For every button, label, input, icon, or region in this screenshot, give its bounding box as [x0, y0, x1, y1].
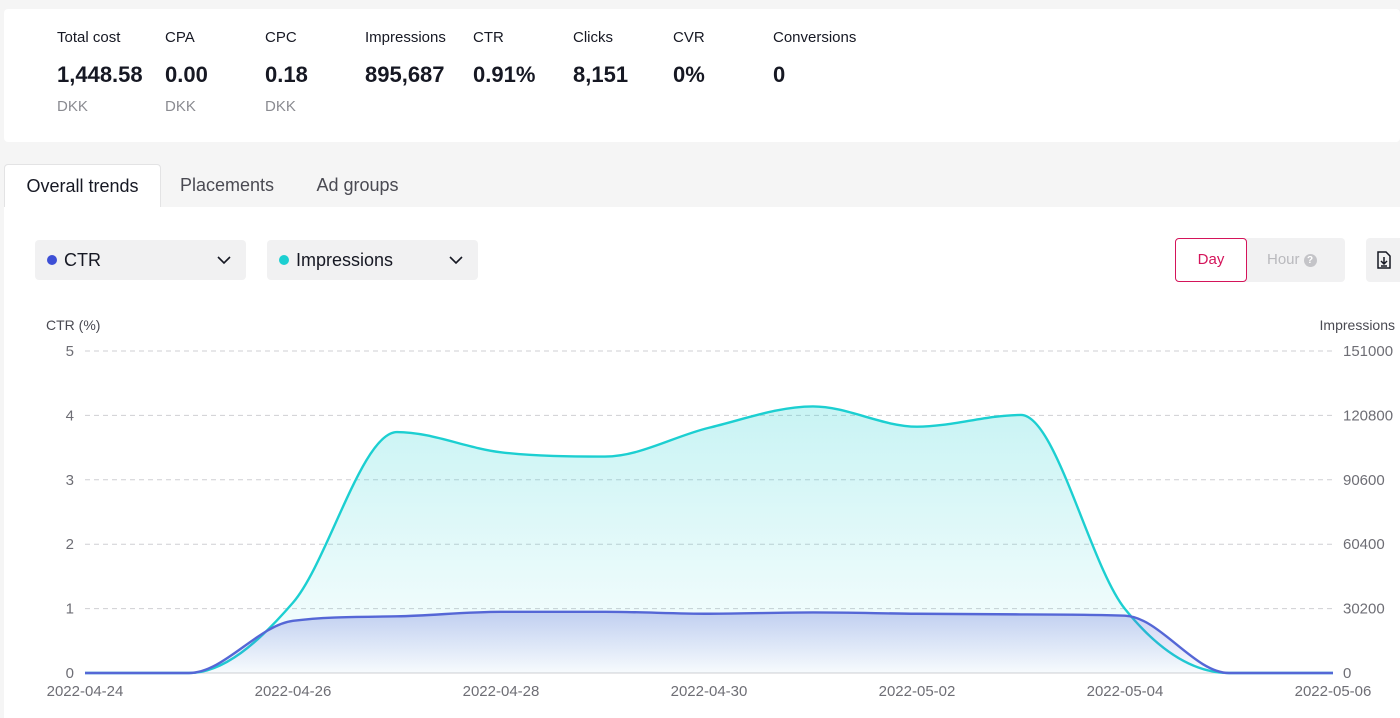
metric-unit: DKK	[57, 98, 88, 115]
left-tick-label: 0	[66, 665, 74, 682]
right-metric-label: Impressions	[296, 250, 394, 270]
metric-label: Clicks	[573, 29, 613, 46]
x-tick-label: 2022-04-30	[671, 683, 748, 700]
x-tick-label: 2022-05-02	[879, 683, 956, 700]
tab-bar: Overall trends Placements Ad groups	[4, 164, 1400, 208]
metric-value: 0.18	[265, 62, 308, 87]
question-icon: ?	[1303, 254, 1317, 267]
chevron-down-icon	[449, 256, 463, 265]
metric-label: CVR	[673, 29, 705, 46]
left-metric-select[interactable]: CTR	[35, 240, 246, 280]
right-tick-label: 120800	[1343, 407, 1393, 424]
impressions-series-area	[85, 406, 1333, 673]
metric-label: CTR	[473, 29, 504, 46]
metric-label: CPA	[165, 29, 195, 46]
metric-value: 0	[773, 62, 786, 87]
metric-value: 0%	[673, 62, 705, 87]
metric-value: 1,448.58	[57, 62, 143, 87]
ctr-series-line	[85, 610, 1333, 675]
right-axis-title: Impressions	[1320, 317, 1395, 333]
x-tick-label: 2022-04-26	[255, 683, 332, 700]
ctr-series-area	[85, 611, 1333, 673]
left-metric-label: CTR	[64, 250, 101, 270]
hour-label: Hour	[1267, 251, 1300, 268]
impressions-series-line	[85, 405, 1333, 675]
x-tick-label: 2022-05-04	[1087, 683, 1164, 700]
metric-value: 895,687	[365, 62, 445, 87]
impressions-legend-dot	[279, 255, 289, 265]
metric-value: 0.91%	[473, 62, 536, 87]
download-button[interactable]	[1366, 238, 1400, 282]
tab-overall-trends[interactable]: Overall trends	[4, 164, 161, 208]
ctr-legend-dot	[47, 255, 57, 265]
metric-unit: DKK	[165, 98, 196, 115]
right-tick-label: 90600	[1343, 472, 1385, 489]
x-tick-label: 2022-04-28	[463, 683, 540, 700]
left-tick-label: 2	[66, 536, 74, 553]
x-tick-label: 2022-04-24	[47, 683, 124, 700]
tab-ad-groups[interactable]: Ad groups	[316, 175, 399, 195]
right-tick-label: 0	[1343, 665, 1351, 682]
right-tick-label: 60400	[1343, 536, 1385, 553]
metric-label: Impressions	[365, 29, 446, 46]
metric-value: 0.00	[165, 62, 208, 87]
metric-unit: DKK	[265, 98, 296, 115]
left-tick-label: 4	[66, 407, 74, 424]
download-icon	[1377, 251, 1391, 269]
right-tick-label: 151000	[1343, 343, 1393, 360]
right-tick-label: 30200	[1343, 601, 1385, 618]
hour-button[interactable]: Hour?	[1267, 238, 1317, 282]
right-metric-select[interactable]: Impressions	[267, 240, 478, 280]
summary-card: Total cost 1,448.58 DKK CPA 0.00 DKK CPC 0.18 DK…	[4, 9, 1400, 142]
x-tick-label: 2022-05-06	[1295, 683, 1372, 700]
granularity-toggle: Day Hour?	[1175, 238, 1345, 282]
metric-label: Total cost	[57, 29, 121, 46]
metric-value: 8,151	[573, 62, 629, 87]
tab-placements[interactable]: Placements	[179, 175, 275, 195]
left-tick-label: 1	[66, 601, 74, 618]
left-tick-label: 5	[66, 343, 74, 360]
day-button[interactable]: Day	[1175, 238, 1247, 282]
left-tick-label: 3	[66, 472, 74, 489]
metric-label: Conversions	[773, 29, 857, 46]
chevron-down-icon	[217, 256, 231, 265]
metric-label: CPC	[265, 29, 297, 46]
left-axis-title: CTR (%)	[46, 317, 100, 333]
